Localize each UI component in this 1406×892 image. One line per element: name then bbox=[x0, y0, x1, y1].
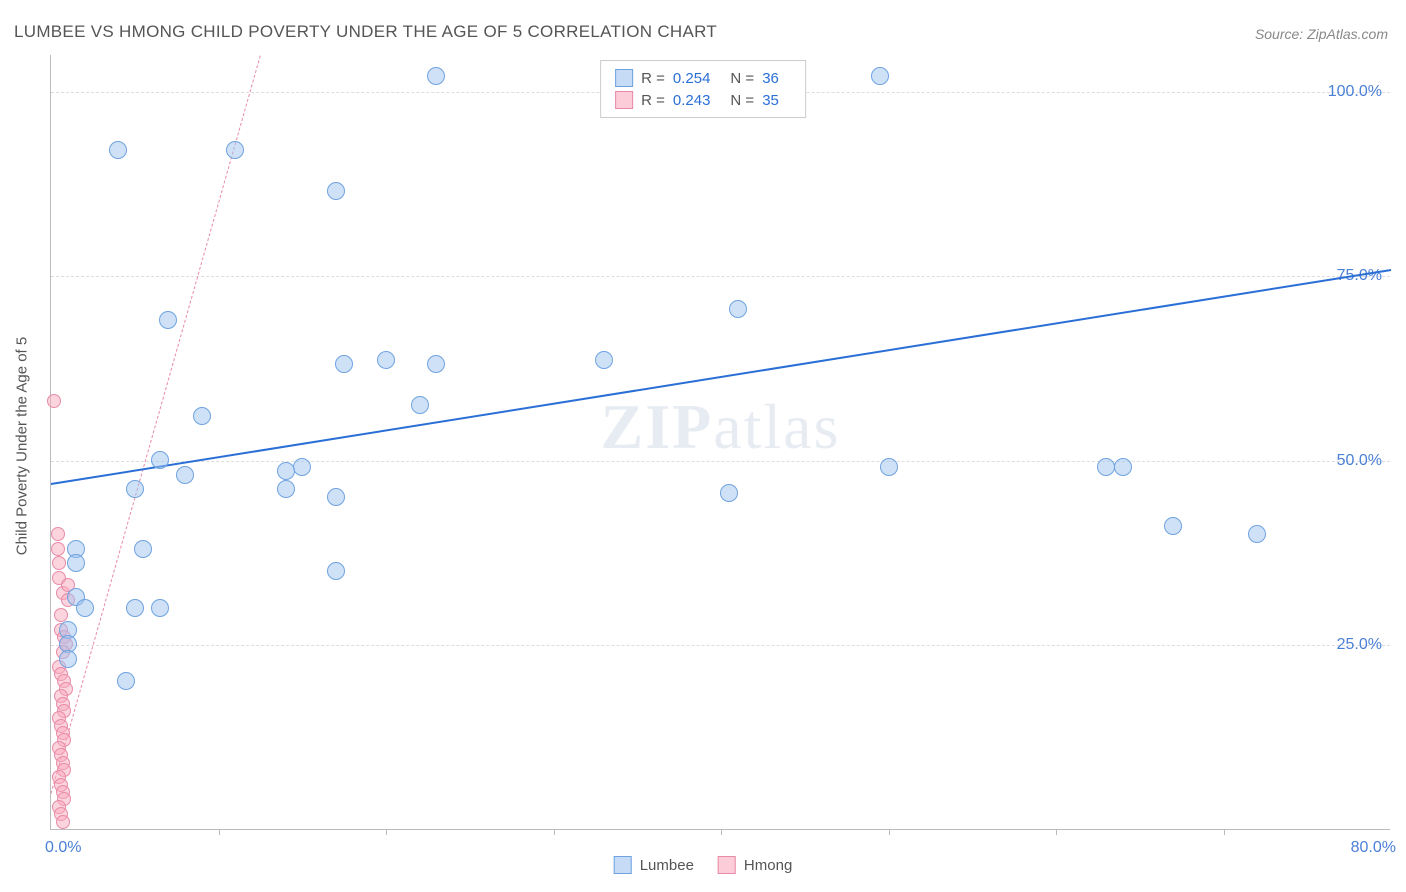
y-axis-title: Child Poverty Under the Age of 5 bbox=[14, 337, 31, 555]
x-tick bbox=[889, 829, 890, 835]
legend-swatch-lumbee bbox=[614, 856, 632, 874]
x-tick bbox=[721, 829, 722, 835]
x-tick bbox=[386, 829, 387, 835]
x-tick bbox=[1056, 829, 1057, 835]
data-point-lumbee bbox=[134, 540, 152, 558]
legend-series: Lumbee Hmong bbox=[614, 856, 793, 874]
plot-area: ZIPatlas 25.0%50.0%75.0%100.0%0.0%80.0% bbox=[50, 55, 1390, 830]
data-point-lumbee bbox=[109, 141, 127, 159]
gridline bbox=[51, 461, 1390, 462]
trend-line-lumbee bbox=[51, 269, 1391, 485]
n-label: N = bbox=[730, 92, 754, 109]
data-point-lumbee bbox=[595, 351, 613, 369]
data-point-lumbee bbox=[293, 458, 311, 476]
data-point-lumbee bbox=[427, 355, 445, 373]
data-point-hmong bbox=[47, 394, 61, 408]
trend-line-hmong bbox=[51, 55, 261, 793]
watermark: ZIPatlas bbox=[601, 390, 841, 464]
r-label: R = bbox=[641, 70, 665, 87]
data-point-lumbee bbox=[871, 67, 889, 85]
data-point-hmong bbox=[51, 542, 65, 556]
data-point-lumbee bbox=[193, 407, 211, 425]
data-point-lumbee bbox=[377, 351, 395, 369]
data-point-lumbee bbox=[117, 672, 135, 690]
data-point-lumbee bbox=[1248, 525, 1266, 543]
data-point-lumbee bbox=[720, 484, 738, 502]
x-tick bbox=[554, 829, 555, 835]
r-value: 0.243 bbox=[673, 92, 711, 109]
data-point-lumbee bbox=[67, 554, 85, 572]
data-point-lumbee bbox=[126, 480, 144, 498]
data-point-lumbee bbox=[327, 488, 345, 506]
n-value: 36 bbox=[762, 70, 779, 87]
legend-row-hmong: R = 0.243 N = 35 bbox=[615, 89, 791, 111]
legend-swatch-hmong bbox=[615, 91, 633, 109]
x-label-max: 80.0% bbox=[1351, 839, 1396, 857]
data-point-lumbee bbox=[59, 650, 77, 668]
n-label: N = bbox=[730, 70, 754, 87]
gridline bbox=[51, 276, 1390, 277]
legend-swatch-hmong bbox=[718, 856, 736, 874]
data-point-lumbee bbox=[327, 182, 345, 200]
r-label: R = bbox=[641, 92, 665, 109]
data-point-lumbee bbox=[126, 599, 144, 617]
data-point-lumbee bbox=[427, 67, 445, 85]
legend-item-lumbee: Lumbee bbox=[614, 856, 694, 874]
legend-label: Lumbee bbox=[640, 857, 694, 874]
legend-label: Hmong bbox=[744, 857, 792, 874]
data-point-lumbee bbox=[277, 462, 295, 480]
data-point-hmong bbox=[51, 527, 65, 541]
data-point-lumbee bbox=[1097, 458, 1115, 476]
chart-container: LUMBEE VS HMONG CHILD POVERTY UNDER THE … bbox=[0, 0, 1406, 892]
legend-correlation: R = 0.254 N = 36 R = 0.243 N = 35 bbox=[600, 60, 806, 118]
x-tick bbox=[1224, 829, 1225, 835]
legend-row-lumbee: R = 0.254 N = 36 bbox=[615, 67, 791, 89]
data-point-lumbee bbox=[335, 355, 353, 373]
r-value: 0.254 bbox=[673, 70, 711, 87]
data-point-lumbee bbox=[411, 396, 429, 414]
data-point-lumbee bbox=[880, 458, 898, 476]
source-label: Source: ZipAtlas.com bbox=[1255, 26, 1388, 42]
data-point-lumbee bbox=[76, 599, 94, 617]
data-point-hmong bbox=[52, 556, 66, 570]
x-tick bbox=[219, 829, 220, 835]
x-label-min: 0.0% bbox=[45, 839, 81, 857]
data-point-lumbee bbox=[159, 311, 177, 329]
data-point-lumbee bbox=[1164, 517, 1182, 535]
data-point-lumbee bbox=[226, 141, 244, 159]
data-point-lumbee bbox=[327, 562, 345, 580]
y-tick-label: 100.0% bbox=[1328, 83, 1382, 101]
data-point-lumbee bbox=[151, 599, 169, 617]
data-point-lumbee bbox=[176, 466, 194, 484]
gridline bbox=[51, 645, 1390, 646]
chart-title: LUMBEE VS HMONG CHILD POVERTY UNDER THE … bbox=[14, 22, 717, 42]
data-point-lumbee bbox=[151, 451, 169, 469]
data-point-lumbee bbox=[1114, 458, 1132, 476]
data-point-lumbee bbox=[277, 480, 295, 498]
data-point-hmong bbox=[56, 815, 70, 829]
legend-item-hmong: Hmong bbox=[718, 856, 792, 874]
legend-swatch-lumbee bbox=[615, 69, 633, 87]
n-value: 35 bbox=[762, 92, 779, 109]
data-point-lumbee bbox=[729, 300, 747, 318]
y-tick-label: 50.0% bbox=[1337, 452, 1382, 470]
y-tick-label: 25.0% bbox=[1337, 636, 1382, 654]
